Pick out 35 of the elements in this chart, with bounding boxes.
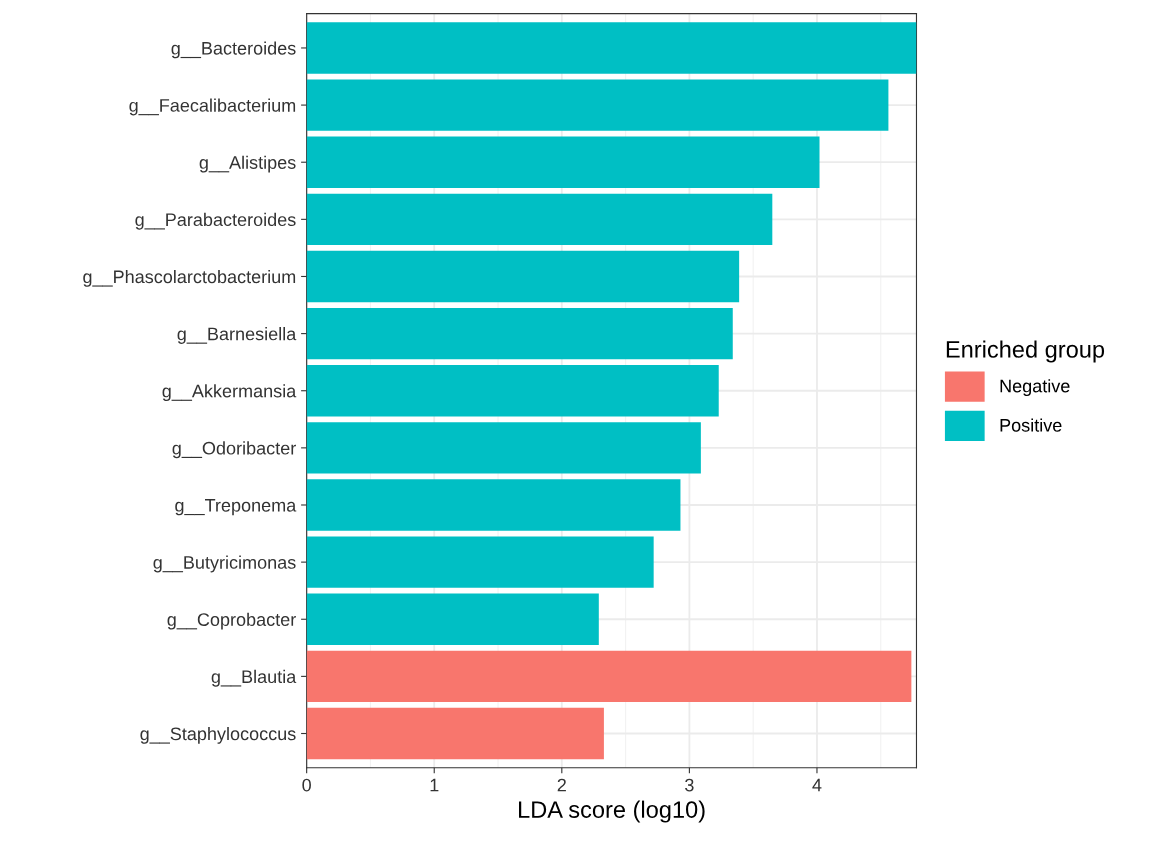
y-tick-label: g__Treponema bbox=[175, 499, 297, 516]
y-tick-label: g__Phascolarctobacterium bbox=[83, 269, 296, 287]
y-tick-label: g__Akkermansia bbox=[162, 384, 297, 402]
bar bbox=[306, 307, 733, 360]
y-tick-label: g__Butyricimonas bbox=[153, 555, 296, 573]
y-tick-label: g__Blautia bbox=[211, 669, 297, 687]
y-tick-label: g__Faecalibacterium bbox=[129, 98, 296, 116]
y-tick-label: g__Alistipes bbox=[199, 155, 296, 173]
y-tick-label: g__Barnesiella bbox=[177, 327, 297, 344]
bar bbox=[306, 79, 889, 131]
bar bbox=[306, 250, 740, 303]
legend-label: Negative bbox=[1000, 379, 1070, 397]
y-tick-label: g__Staphylococcus bbox=[140, 726, 296, 744]
bar bbox=[306, 536, 654, 588]
bar bbox=[306, 422, 701, 474]
y-tick-label: g__Parabacteroides bbox=[135, 212, 296, 230]
legend-label: Positive bbox=[1000, 418, 1062, 432]
x-tick-label: 1 bbox=[430, 778, 439, 792]
bar bbox=[306, 193, 773, 246]
bar bbox=[306, 593, 599, 645]
bar bbox=[306, 707, 604, 760]
y-tick-label: g__Coprobacter bbox=[167, 612, 296, 630]
x-tick-label: 4 bbox=[812, 778, 822, 792]
y-tick-label: g__Odoribacter bbox=[172, 441, 296, 459]
bar bbox=[306, 22, 917, 74]
x-tick-label: 3 bbox=[685, 778, 694, 792]
x-tick-label: 0 bbox=[302, 778, 311, 792]
bar bbox=[306, 365, 719, 417]
legend-title: Enriched group bbox=[946, 340, 1105, 363]
y-tick-label: g__Bacteroides bbox=[171, 41, 296, 59]
bar bbox=[306, 650, 912, 703]
bar bbox=[306, 136, 820, 188]
bar bbox=[306, 479, 681, 531]
x-axis-title: LDA score (log10) bbox=[519, 800, 705, 823]
x-tick-label: 2 bbox=[557, 778, 566, 792]
